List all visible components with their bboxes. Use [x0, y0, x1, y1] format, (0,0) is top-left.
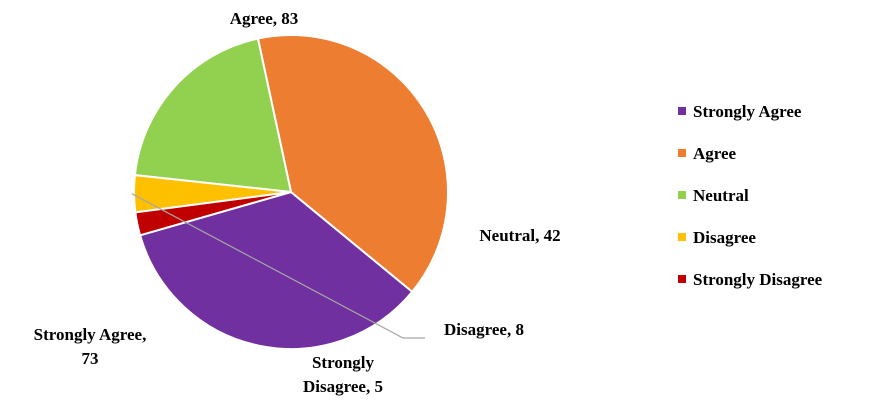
pie-slice-strongly-disagree — [134, 191, 292, 237]
data-label-strongly-disagree: Strongly Disagree, 5 — [303, 353, 383, 396]
legend-swatch-strongly-agree — [678, 107, 686, 115]
data-label-disagree: Disagree, 8 — [444, 320, 524, 339]
pie-slice-agree — [256, 34, 449, 294]
pie-slices — [133, 34, 449, 350]
legend-label-neutral: Neutral — [693, 186, 749, 205]
data-label-neutral: Neutral, 42 — [479, 226, 560, 245]
legend-swatch-neutral — [678, 191, 686, 199]
leader-lines — [131, 193, 425, 339]
legend-swatch-agree — [678, 149, 686, 157]
data-labels: Strongly Agree, 73 Agree, 83 Neutral, 42 Dis… — [34, 9, 561, 396]
legend-label-strongly-disagree: Strongly Disagree — [693, 270, 823, 289]
legend-label-disagree: Disagree — [693, 228, 756, 247]
legend-label-strongly-agree: Strongly Agree — [693, 102, 802, 121]
data-label-agree: Agree, 83 — [230, 9, 299, 28]
legend-swatch-disagree — [678, 233, 686, 241]
legend: Strongly Agree Agree Neutral Disagree Strong… — [678, 102, 823, 289]
pie-slice-neutral — [133, 37, 293, 194]
data-label-strongly-agree: Strongly Agree, 73 — [34, 325, 147, 368]
legend-swatch-strongly-disagree — [678, 275, 686, 283]
legend-label-agree: Agree — [693, 144, 737, 163]
leader-line-disagree — [131, 193, 425, 339]
